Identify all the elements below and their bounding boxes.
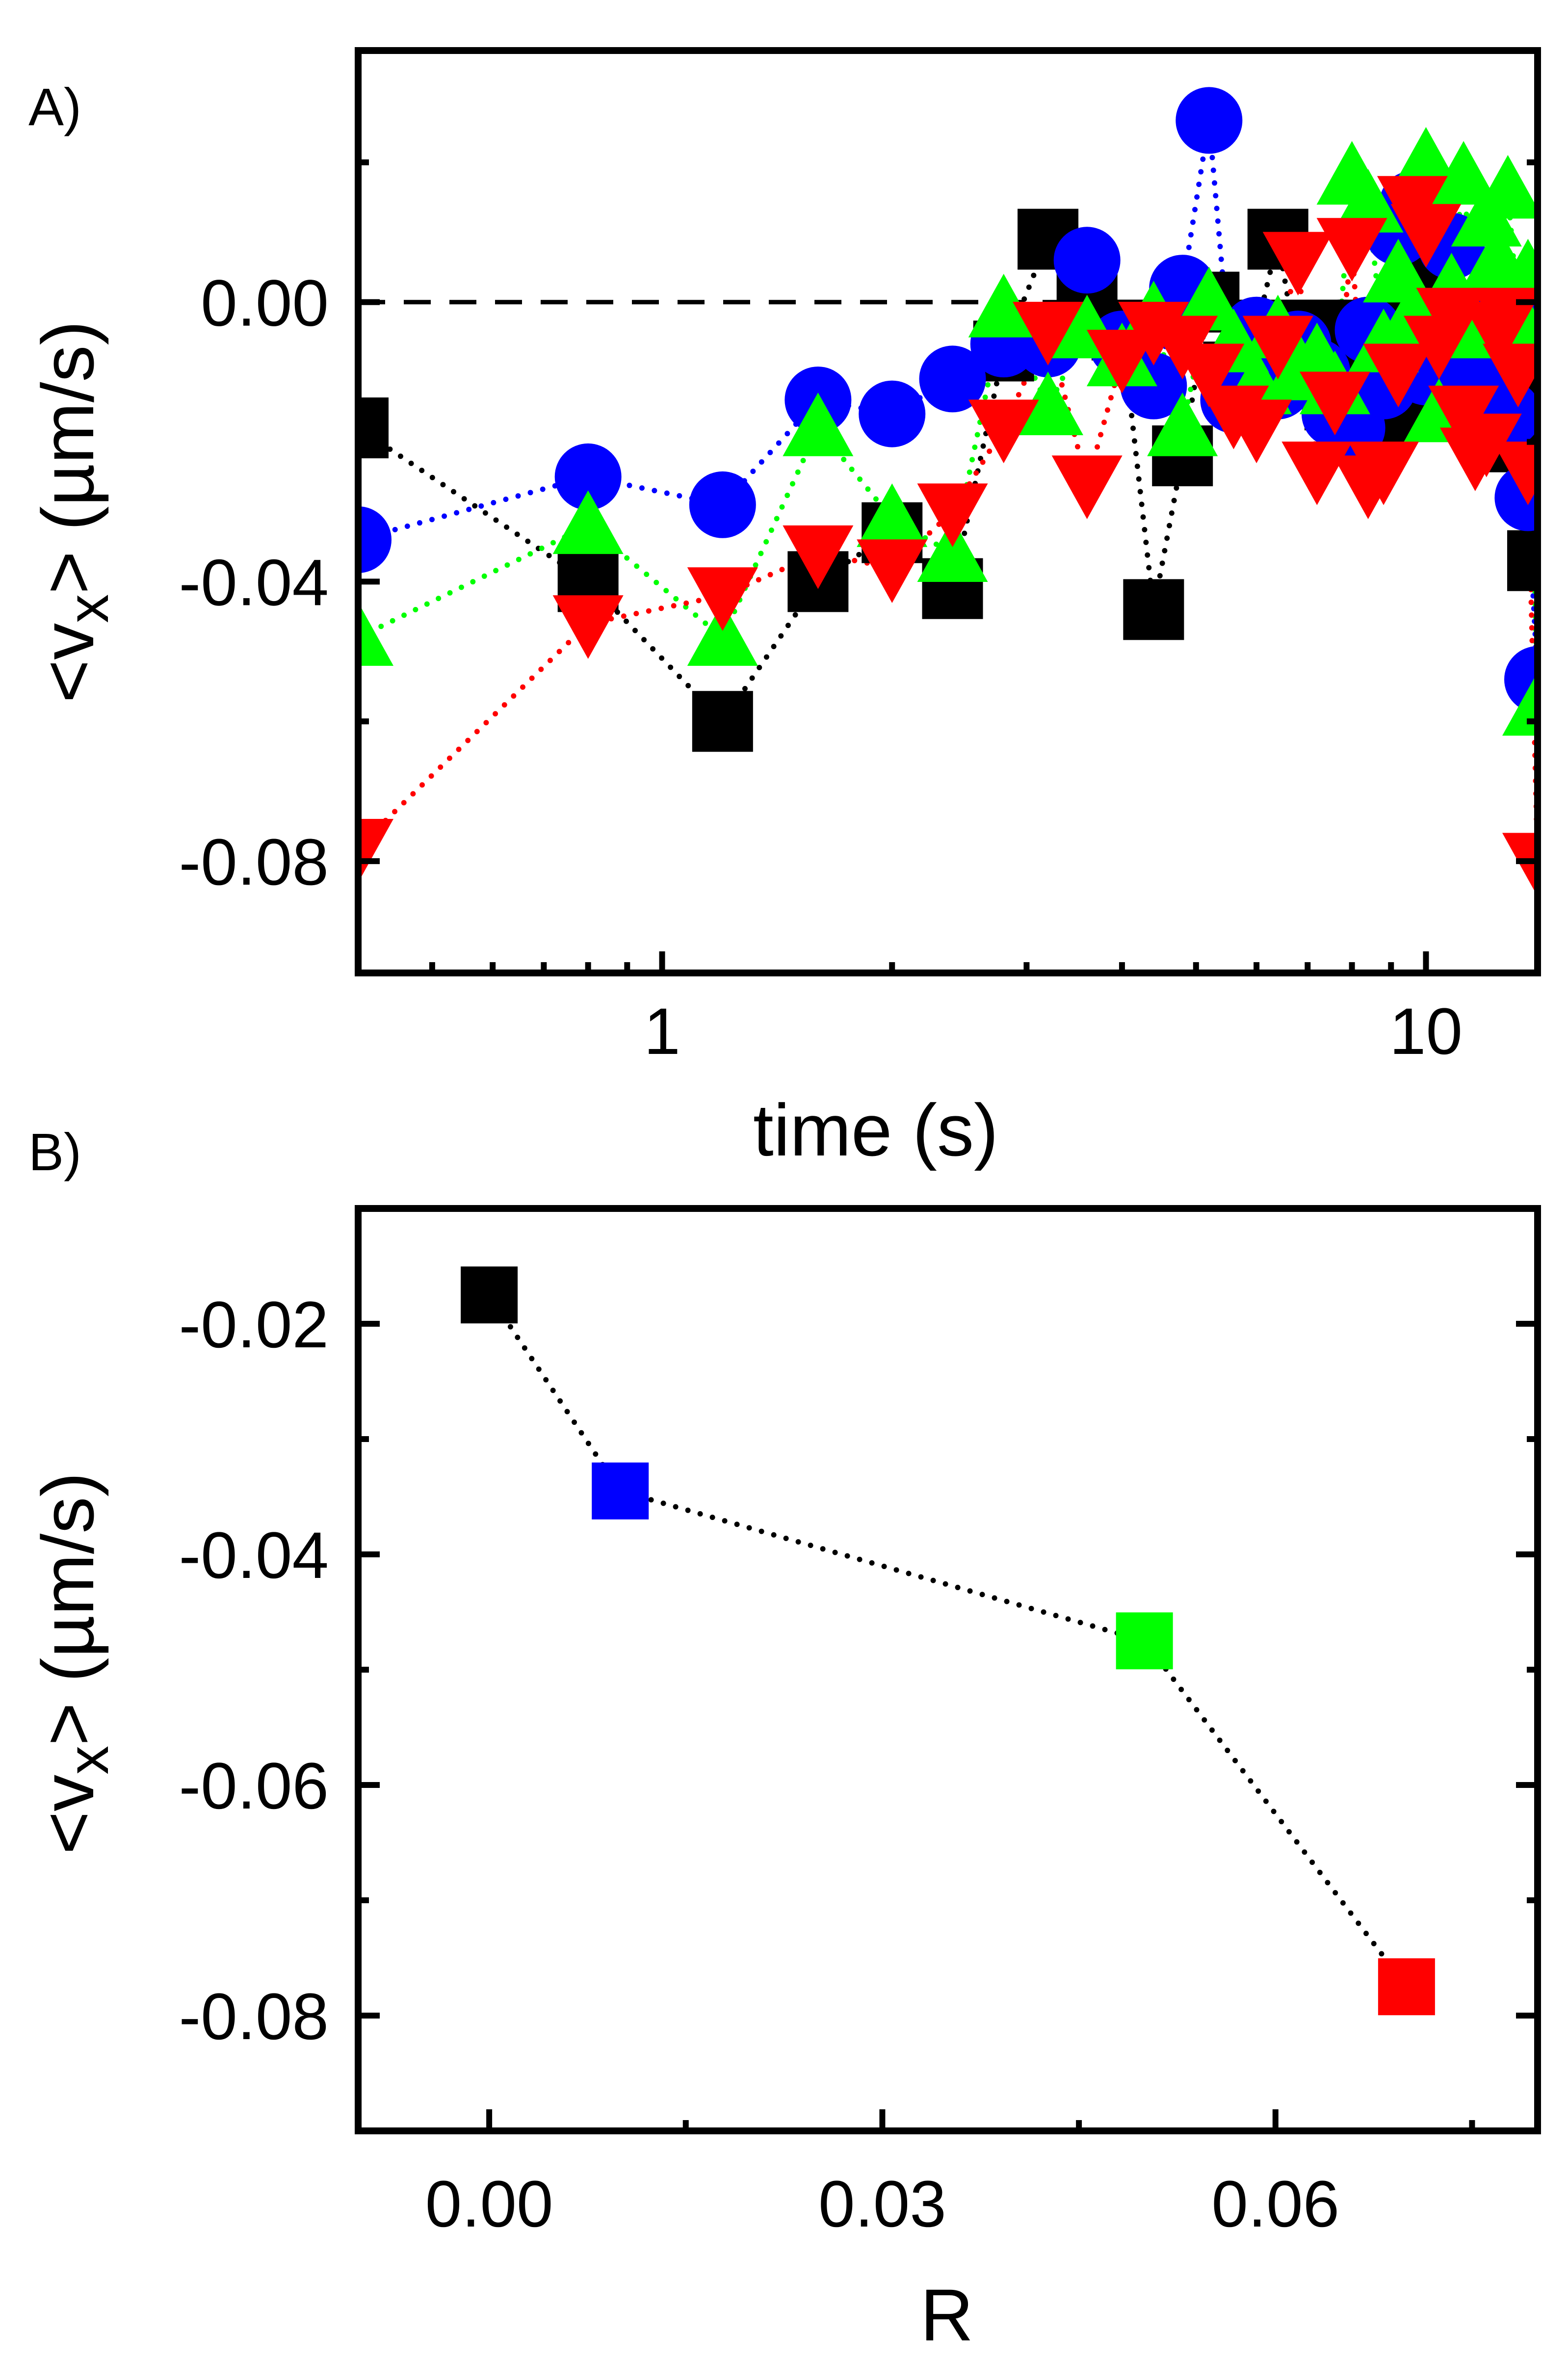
data-point-triangle-down: [1502, 833, 1534, 891]
data-point-circle: [1176, 87, 1243, 154]
panel-a-x-axis-title: time (s): [753, 1089, 998, 1171]
data-point-triangle-down: [1051, 455, 1123, 520]
panel-b-y-tick-labels: -0.02 -0.04 -0.06 -0.08: [179, 1288, 329, 2053]
data-point-triangle-up: [857, 483, 928, 547]
panel-a-data: [362, 87, 1534, 891]
panel-b-label: B): [28, 1122, 81, 1181]
x-tick-label: 10: [1389, 995, 1463, 1068]
y-axis-title-rest: > (µm/s): [26, 321, 109, 594]
data-point-triangle-up: [1013, 371, 1084, 435]
data-point-square: [1378, 1958, 1435, 2016]
data-point-triangle-down: [857, 539, 928, 603]
data-point-square: [362, 397, 389, 459]
data-point-triangle-down: [1483, 343, 1534, 408]
panel-a-label: A): [28, 77, 81, 136]
data-point-circle: [689, 471, 756, 538]
y-tick-label: -0.08: [179, 826, 329, 899]
x-tick-label: 0.06: [1211, 2168, 1339, 2241]
data-point-triangle-up: [917, 518, 988, 582]
data-point-triangle-down: [687, 567, 758, 631]
data-point-triangle-up: [687, 602, 758, 666]
data-point-triangle-down: [783, 525, 854, 589]
y-tick-label: -0.04: [179, 1519, 329, 1592]
y-axis-title-main: <v: [26, 1775, 109, 1855]
data-point-triangle-up: [1390, 127, 1462, 191]
data-point-triangle-down: [1316, 218, 1387, 282]
data-point-triangle-down: [552, 595, 624, 659]
x-tick-label: 1: [644, 995, 680, 1068]
y-axis-title-subscript: x: [56, 1746, 121, 1775]
panel-b-data: [461, 1266, 1435, 2016]
data-point-triangle-down: [1492, 441, 1534, 505]
data-point-circle: [362, 506, 392, 573]
panel-b-frame: [355, 1205, 1541, 2134]
data-point-circle: [919, 345, 986, 413]
y-axis-title-subscript: x: [56, 594, 121, 623]
data-point-triangle-up: [1492, 238, 1534, 303]
data-point-triangle-down: [1281, 441, 1353, 505]
data-point-circle: [554, 443, 622, 510]
panel-b-ticks: [358, 1321, 1538, 2131]
y-tick-label: -0.02: [179, 1288, 329, 1362]
data-point-square: [461, 1266, 518, 1324]
panel-a-frame: [355, 47, 1541, 976]
panel-a: A) 0.00 -0.04 -0.08 1 10 time (s) <vx> (…: [26, 47, 1541, 1171]
data-point-triangle-up: [362, 608, 393, 666]
y-tick-label: 0.00: [201, 267, 329, 340]
data-point-circle: [859, 380, 926, 447]
trend-line: [486, 1292, 1410, 1990]
data-point-square: [1123, 579, 1184, 640]
data-point-triangle-up: [1428, 141, 1499, 205]
panel-b-y-axis-title: <vx> (µm/s): [26, 1472, 121, 1855]
data-point-triangle-up: [783, 393, 854, 456]
data-point-triangle-up: [1147, 393, 1218, 456]
data-point-triangle-down: [1348, 441, 1419, 505]
data-point-triangle-down: [968, 399, 1039, 464]
x-tick-label: 0.00: [425, 2168, 553, 2241]
data-point-triangle-down: [1174, 343, 1245, 408]
data-point-square: [692, 691, 753, 752]
data-point-triangle-down: [1242, 315, 1313, 380]
data-point-square: [592, 1462, 649, 1520]
data-point-triangle-down: [1390, 204, 1462, 268]
data-point-triangle-down: [1013, 302, 1084, 366]
panel-b-x-axis-title: R: [920, 2274, 973, 2356]
panel-b-x-tick-labels: 0.00 0.03 0.06: [425, 2168, 1339, 2241]
panel-a-y-tick-labels: 0.00 -0.04 -0.08: [179, 267, 329, 899]
data-point-triangle-up: [1333, 169, 1404, 233]
data-point-triangle-down: [1299, 371, 1370, 436]
y-tick-label: -0.08: [179, 1980, 329, 2053]
data-point-triangle-up: [1502, 678, 1534, 736]
y-tick-label: -0.06: [179, 1750, 329, 1823]
panel-b: B) -0.02 -0.04 -0.06 -0.08 0.00 0.03 0.0…: [26, 1122, 1541, 2356]
data-point-triangle-up: [1363, 238, 1434, 303]
data-point-square: [1116, 1612, 1173, 1670]
x-tick-label: 0.03: [818, 2168, 946, 2241]
data-point-triangle-down: [1451, 413, 1522, 477]
data-point-triangle-up: [552, 490, 624, 554]
data-point-triangle-up: [1174, 266, 1245, 331]
panel-a-y-axis-title: <vx> (µm/s): [26, 321, 121, 703]
data-point-triangle-down: [1221, 399, 1292, 464]
series-markers: [362, 176, 1534, 891]
y-axis-title-rest: > (µm/s): [26, 1472, 109, 1746]
data-point-triangle-down: [1363, 343, 1434, 408]
data-point-triangle-down: [1086, 330, 1157, 394]
y-axis-title-main: <v: [26, 623, 109, 703]
data-point-triangle-up: [1472, 155, 1534, 219]
panel-a-x-tick-labels: 1 10: [644, 995, 1463, 1068]
y-tick-label: -0.04: [179, 546, 329, 619]
data-point-triangle-down: [362, 819, 393, 877]
data-point-triangle-up: [968, 273, 1039, 338]
data-point-triangle-down: [1262, 232, 1333, 296]
data-point-circle: [1053, 227, 1121, 294]
data-point-triangle-down: [917, 483, 988, 547]
